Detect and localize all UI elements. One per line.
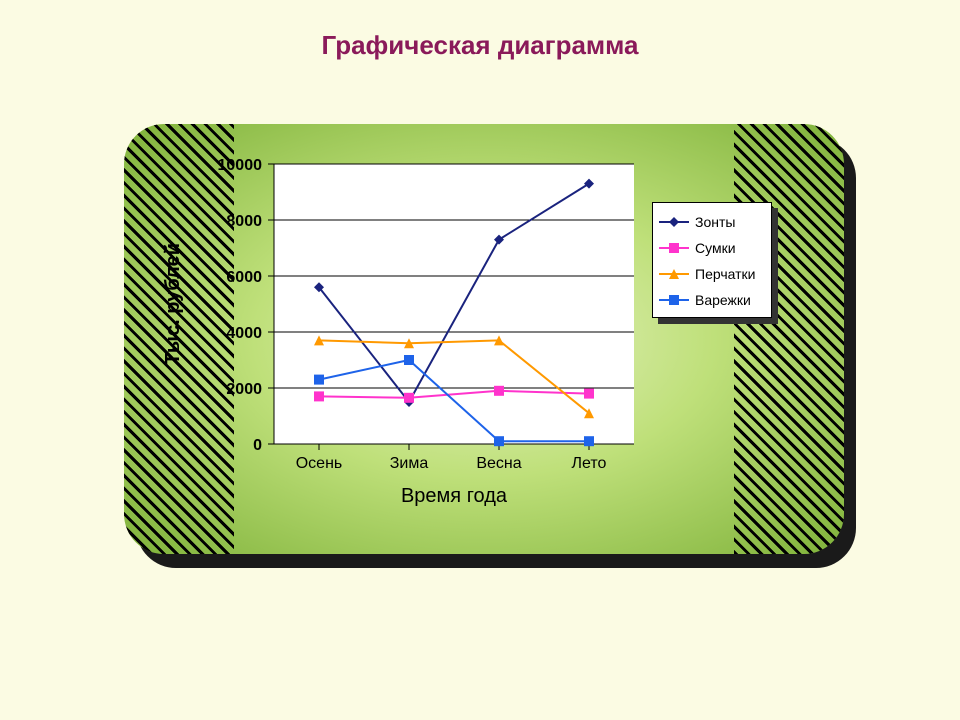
svg-text:Время года: Время года <box>401 485 508 507</box>
svg-text:6000: 6000 <box>226 269 262 286</box>
svg-text:Лето: Лето <box>572 455 607 472</box>
triangle-marker-icon <box>659 267 689 281</box>
svg-text:Весна: Весна <box>476 455 521 472</box>
svg-text:Осень: Осень <box>296 455 343 472</box>
legend: Зонты Сумки Перчатки Варежки <box>652 202 772 318</box>
square-marker-icon <box>659 293 689 307</box>
legend-item: Зонты <box>659 209 765 235</box>
legend-label: Варежки <box>695 292 751 308</box>
svg-text:2000: 2000 <box>226 381 262 398</box>
page: Графическая диаграмма 0 2000 4000 6000 8000 1… <box>0 0 960 720</box>
svg-text:10000: 10000 <box>218 157 263 174</box>
legend-item: Сумки <box>659 235 765 261</box>
svg-text:0: 0 <box>253 437 262 454</box>
svg-text:Зима: Зима <box>390 455 429 472</box>
legend-item: Перчатки <box>659 261 765 287</box>
chart-card: 0 2000 4000 6000 8000 10000 Осень Зима Весна Лето… <box>124 124 844 554</box>
legend-label: Зонты <box>695 214 735 230</box>
square-marker-icon <box>659 241 689 255</box>
legend-label: Сумки <box>695 240 736 256</box>
diamond-marker-icon <box>659 215 689 229</box>
svg-text:Тыс. рублей: Тыс. рублей <box>162 243 184 365</box>
page-title: Графическая диаграмма <box>0 30 960 61</box>
line-chart: 0 2000 4000 6000 8000 10000 Осень Зима Весна Лето… <box>124 124 844 554</box>
legend-label: Перчатки <box>695 266 755 282</box>
svg-text:8000: 8000 <box>226 213 262 230</box>
legend-item: Варежки <box>659 287 765 313</box>
svg-text:4000: 4000 <box>226 325 262 342</box>
